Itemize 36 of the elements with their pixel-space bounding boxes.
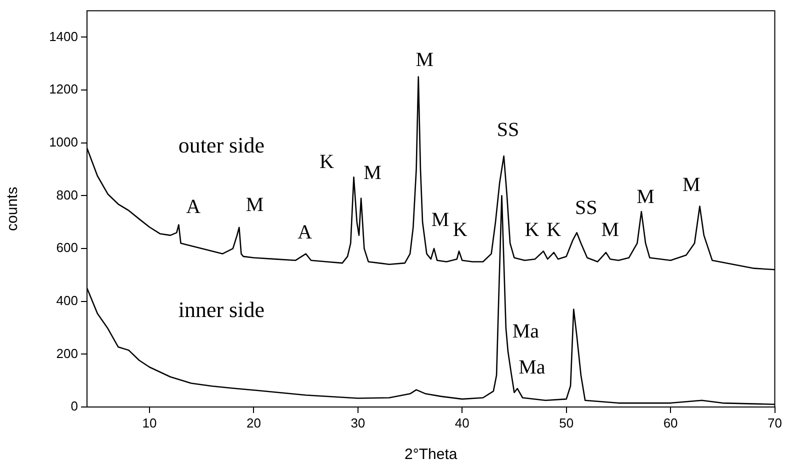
y-tick-label: 600: [56, 240, 78, 256]
x-tick-label: 60: [663, 415, 678, 430]
y-tick-label: 200: [56, 346, 78, 361]
annotation: M: [431, 208, 450, 231]
y-tick-label: 0: [70, 398, 78, 414]
annotation: K: [452, 218, 468, 241]
annotation: M: [601, 218, 620, 241]
x-tick-label: 10: [142, 415, 157, 430]
y-axis-title: counts: [4, 186, 22, 231]
annotation: M: [636, 186, 655, 208]
annotation: A: [186, 196, 202, 218]
annotation: A: [298, 222, 313, 244]
annotation: Ma: [518, 356, 546, 378]
y-tick-label: 1200: [49, 82, 78, 97]
annotation: M: [364, 162, 382, 184]
annotation: outer side: [178, 132, 265, 158]
x-tick-label: 50: [559, 415, 574, 430]
annotation: M: [682, 174, 701, 196]
annotation: SS: [575, 196, 598, 219]
annotation: SS: [496, 119, 520, 142]
annotation: K: [319, 150, 334, 173]
x-tick-label: 40: [454, 415, 470, 430]
y-tick-label: 1400: [49, 28, 78, 44]
annotation: K: [524, 218, 540, 241]
annotation: inner side: [178, 297, 265, 322]
x-tick-label: 30: [350, 415, 366, 430]
annotation: M: [416, 49, 434, 72]
annotation: K: [546, 218, 562, 241]
y-tick-label: 800: [56, 187, 78, 202]
y-tick-label: 1000: [49, 134, 78, 150]
annotation: Ma: [512, 320, 540, 342]
y-tick-label: 400: [56, 292, 78, 308]
annotation: M: [246, 194, 264, 216]
x-tick-label: 70: [768, 415, 782, 430]
x-axis-title: 2°Theta: [404, 446, 458, 464]
x-tick-label: 20: [246, 415, 261, 430]
